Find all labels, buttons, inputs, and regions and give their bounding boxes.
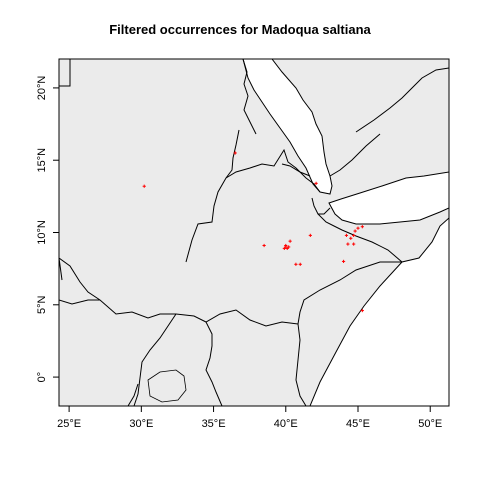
- y-tick-label: 5°N: [36, 296, 48, 315]
- country-borders: [59, 59, 449, 406]
- map-title: Filtered occurrences for Madoqua saltian…: [109, 22, 371, 37]
- y-tick-label: 0°: [36, 372, 48, 383]
- x-tick-label: 25°E: [57, 418, 81, 430]
- x-tick-label: 30°E: [129, 418, 153, 430]
- lake-victoria: [147, 369, 187, 403]
- y-axis: 0° 5°N 10°N 15°N 20°N: [36, 76, 59, 383]
- y-tick-label: 20°N: [36, 76, 48, 101]
- x-tick-label: 45°E: [346, 418, 370, 430]
- occurrence-points: [142, 151, 364, 313]
- indian-ocean: [309, 217, 449, 406]
- gulf-of-aden: [328, 171, 449, 225]
- y-tick-label: 10°N: [36, 220, 48, 245]
- y-tick-label: 15°N: [36, 148, 48, 173]
- x-tick-label: 40°E: [274, 418, 298, 430]
- x-tick-label: 50°E: [418, 418, 442, 430]
- x-axis: 25°E 30°E 35°E 40°E 45°E 50°E: [57, 406, 442, 430]
- x-tick-label: 35°E: [202, 418, 226, 430]
- red-sea: [242, 59, 333, 195]
